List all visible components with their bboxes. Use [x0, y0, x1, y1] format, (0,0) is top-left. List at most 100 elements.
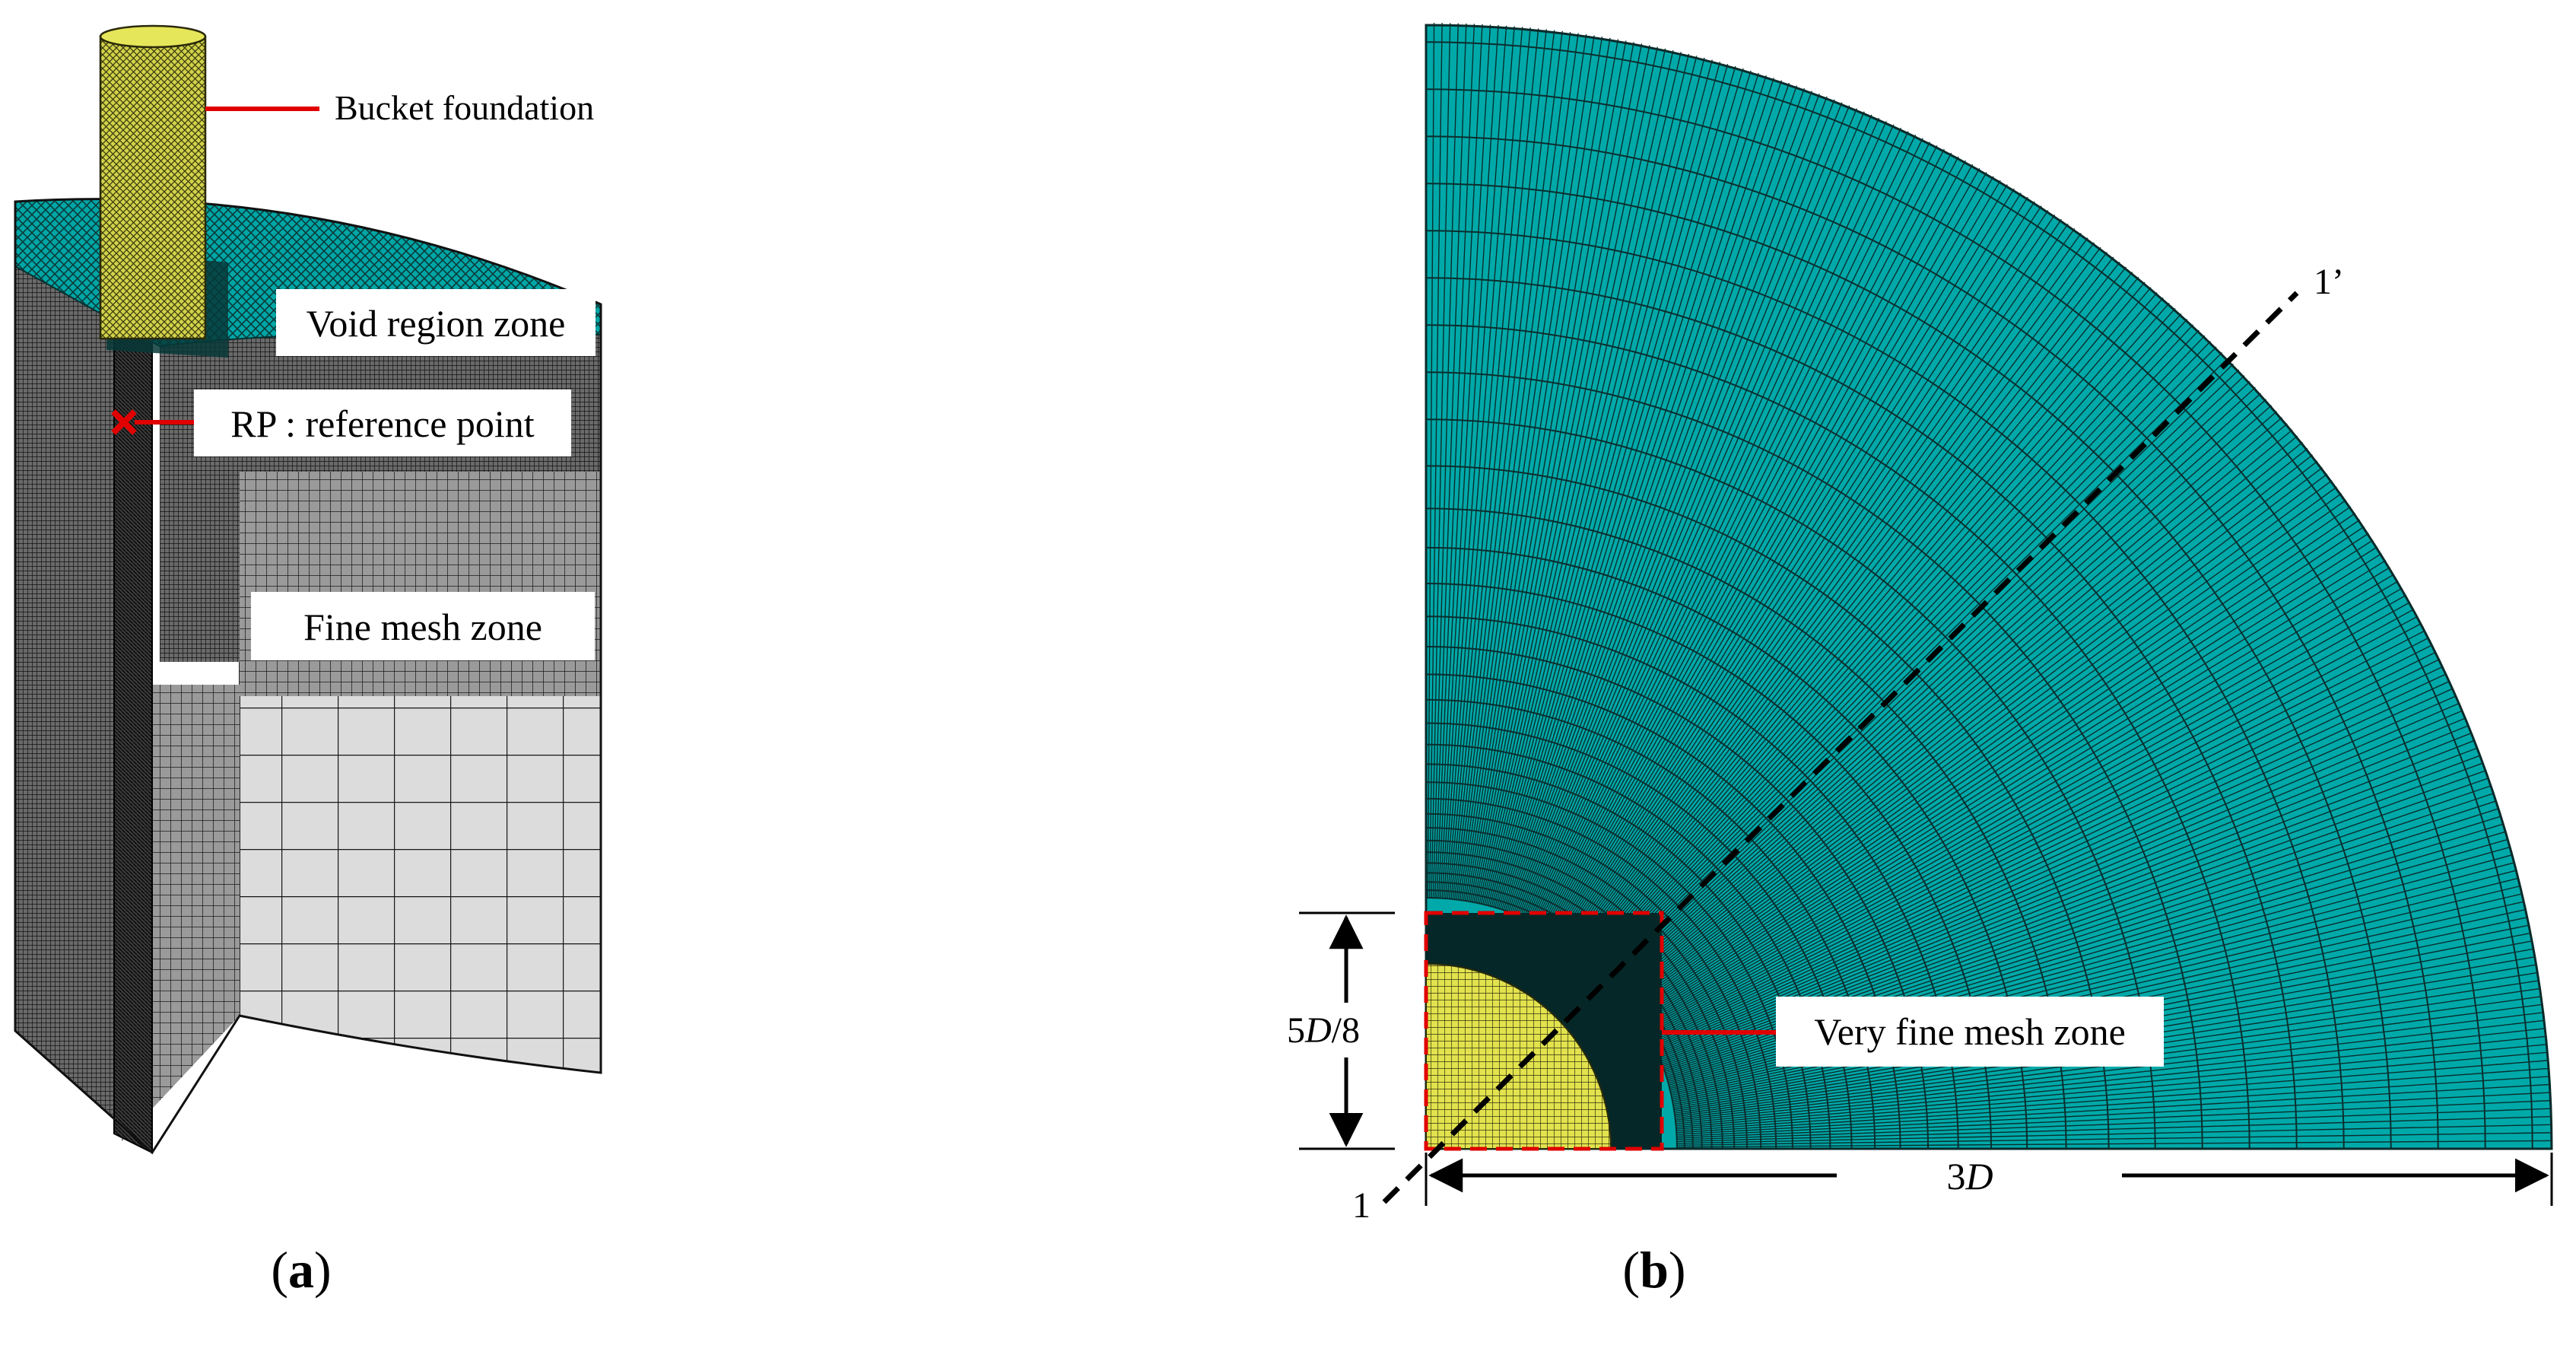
- radial-mesh-line: [1641, 567, 2390, 1020]
- radial-mesh-line: [1496, 68, 1744, 908]
- radial-mesh-line: [1593, 307, 2176, 962]
- radial-mesh-line: [1647, 622, 2422, 1032]
- radial-mesh-line: [1473, 43, 1643, 903]
- radial-mesh-line: [1513, 94, 1820, 914]
- radial-mesh-line: [1637, 539, 2374, 1014]
- radial-mesh-line: [1676, 1035, 2546, 1124]
- radial-mesh-line: [1508, 85, 1798, 912]
- radial-mesh-line: [1676, 1060, 2549, 1130]
- radial-mesh-line: [1463, 35, 1595, 901]
- radial-mesh-line: [1434, 23, 1467, 898]
- radial-mesh-line: [1436, 24, 1475, 898]
- radial-mesh-line: [1623, 454, 2313, 995]
- radial-mesh-line: [1588, 292, 2158, 959]
- radial-mesh-line: [1598, 329, 2200, 967]
- soil-block-front-face: [239, 661, 602, 1074]
- bucket-foundation-top: [99, 24, 207, 49]
- radial-mesh-line: [1621, 441, 2303, 992]
- void-region-box: [276, 289, 596, 356]
- arc-mesh-line: [1425, 135, 2439, 1150]
- radial-mesh-line: [1568, 223, 2069, 943]
- radial-mesh-line: [1602, 346, 2217, 971]
- section-end-label: 1’: [2314, 262, 2344, 302]
- radial-mesh-line: [1645, 601, 2411, 1028]
- radial-mesh-line: [1518, 102, 1843, 916]
- radial-mesh-line: [1523, 111, 1865, 918]
- radial-mesh-line: [1461, 33, 1587, 901]
- radial-mesh-line: [1544, 156, 1959, 928]
- radial-mesh-line: [1489, 59, 1713, 907]
- radial-mesh-line: [1653, 673, 2447, 1044]
- radial-mesh-line: [1555, 184, 2008, 934]
- radial-mesh-line: [1511, 91, 1812, 914]
- radial-mesh-line: [1440, 24, 1491, 898]
- radial-mesh-line: [1676, 1051, 2548, 1128]
- radial-mesh-line: [1620, 435, 2298, 991]
- dim-5d8-label: 5D/8: [1287, 1010, 1360, 1051]
- radial-mesh-line: [1676, 1099, 2551, 1139]
- radial-mesh-line: [1576, 246, 2101, 949]
- radial-mesh-line: [1580, 262, 2120, 952]
- radial-mesh-line: [1542, 152, 1952, 927]
- radial-mesh-line: [1676, 1083, 2550, 1135]
- radial-mesh-line: [1584, 276, 2139, 955]
- fine-mesh-box: [251, 592, 595, 660]
- radial-mesh-line: [1599, 335, 2206, 968]
- radial-mesh-line: [1626, 473, 2328, 999]
- radial-mesh-line: [1452, 29, 1547, 899]
- radial-mesh-line: [1655, 695, 2457, 1048]
- radial-mesh-line: [1612, 399, 2267, 982]
- radial-mesh-line: [1641, 574, 2395, 1022]
- radial-mesh-line: [1676, 1108, 2552, 1140]
- radial-mesh-line: [1640, 560, 2387, 1019]
- radial-mesh-line: [1650, 644, 2433, 1037]
- section-start-label: 1: [1352, 1185, 1371, 1226]
- block-edge: [113, 326, 153, 1154]
- radial-mesh-line: [1545, 160, 1966, 929]
- radial-mesh-line: [1547, 164, 1974, 930]
- radial-mesh-line: [1676, 1044, 2547, 1127]
- radial-mesh-line: [1634, 526, 2365, 1011]
- radial-mesh-line: [1548, 167, 1980, 930]
- radial-mesh-line: [1526, 117, 1880, 920]
- radial-mesh-line: [1583, 272, 2133, 954]
- radial-mesh-line: [1612, 393, 2261, 981]
- radial-mesh-line: [1445, 26, 1515, 899]
- radial-mesh-line: [1482, 52, 1682, 905]
- arc-mesh-line: [1425, 183, 2392, 1150]
- radial-mesh-line: [1676, 1124, 2552, 1144]
- radial-mesh-line: [1628, 486, 2337, 1002]
- radial-mesh-line: [1466, 37, 1611, 902]
- radial-mesh-line: [1637, 546, 2378, 1016]
- radial-mesh-line: [1477, 46, 1658, 904]
- radial-mesh-line: [1520, 105, 1850, 917]
- radial-mesh-line: [1567, 218, 2062, 942]
- radial-mesh-line: [1448, 27, 1531, 899]
- radial-mesh-line: [1437, 24, 1483, 898]
- radial-mesh-line: [1494, 65, 1736, 908]
- radial-mesh-line: [1625, 467, 2323, 997]
- radial-mesh-line: [1676, 1140, 2552, 1148]
- radial-mesh-line: [1453, 30, 1555, 900]
- soil-transition-band: [240, 472, 601, 696]
- radial-mesh-line: [1485, 56, 1698, 905]
- radial-mesh-line: [1635, 533, 2369, 1013]
- arc-mesh-line: [1425, 797, 1777, 1150]
- radial-mesh-line: [1427, 23, 1435, 898]
- radial-mesh-line: [1577, 252, 2107, 949]
- radial-mesh-line: [1676, 1028, 2546, 1123]
- radial-mesh-line: [1528, 121, 1887, 921]
- very-fine-mesh-label: Very fine mesh zone: [1814, 1010, 2126, 1053]
- radial-mesh-line: [1652, 666, 2444, 1042]
- radial-mesh-line: [1573, 237, 2088, 946]
- arc-mesh-line: [1425, 465, 2110, 1150]
- void-region-label: Void region zone: [307, 302, 566, 345]
- radial-mesh-line: [1644, 594, 2407, 1026]
- radial-mesh-line: [1593, 313, 2182, 963]
- radial-mesh-line: [1648, 630, 2426, 1034]
- radial-mesh-line: [1614, 405, 2273, 984]
- radial-mesh-line: [1552, 176, 1994, 933]
- rp-label-box: [194, 390, 571, 456]
- radial-mesh-line: [1570, 227, 2076, 944]
